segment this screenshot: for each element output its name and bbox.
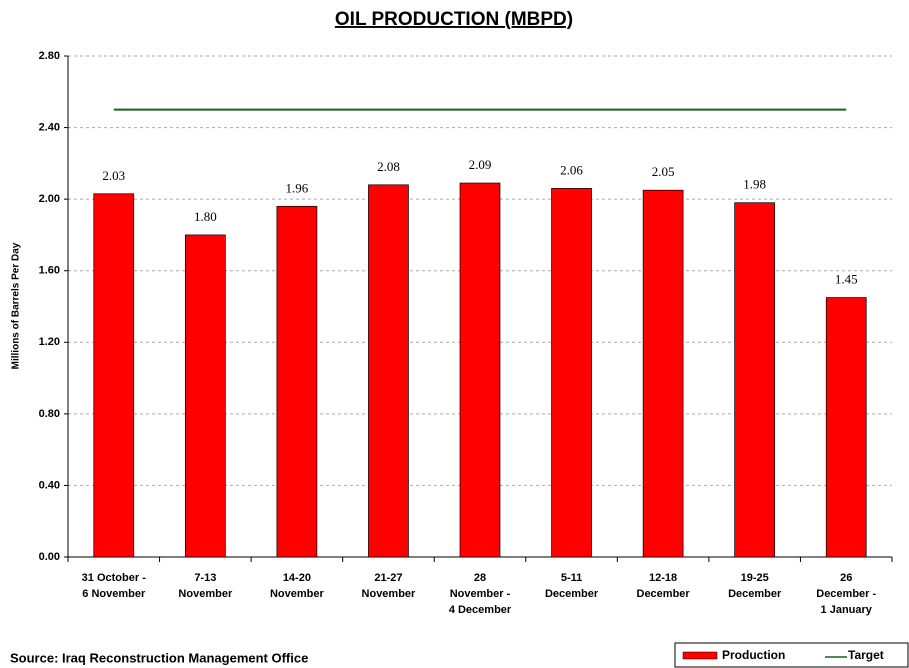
bar — [551, 188, 592, 558]
chart-title: OIL PRODUCTION (MBPD) — [335, 9, 573, 30]
y-tick-label: 1.20 — [39, 336, 60, 348]
bar — [93, 193, 135, 558]
data-label: 1.80 — [194, 209, 217, 224]
y-tick-label: 0.00 — [39, 551, 60, 563]
data-label: 2.08 — [377, 159, 400, 174]
x-tick-label: December — [728, 588, 782, 600]
x-tick-label: 1 January — [821, 604, 873, 616]
y-tick-label: 1.60 — [39, 265, 60, 277]
data-label: 2.05 — [652, 164, 675, 179]
y-tick-label: 0.40 — [39, 479, 60, 491]
bar — [184, 234, 226, 558]
data-label: 1.98 — [743, 177, 766, 192]
x-tick-label: 31 October - — [82, 572, 147, 584]
x-tick-label: 7-13 — [194, 572, 216, 584]
bar — [734, 202, 776, 558]
x-tick-label: 19-25 — [741, 572, 769, 584]
x-tick-label: 5-11 — [561, 572, 582, 584]
data-label: 2.06 — [560, 162, 583, 177]
x-tick-label: November — [270, 588, 325, 600]
legend-label: Production — [722, 648, 785, 662]
data-label: 1.96 — [286, 180, 309, 195]
y-tick-label: 2.40 — [39, 121, 60, 133]
x-tick-label: 14-20 — [283, 572, 311, 584]
x-tick-label: 6 November — [82, 588, 146, 600]
data-label: 2.03 — [102, 168, 125, 183]
y-tick-label: 2.80 — [39, 50, 60, 62]
bar — [825, 297, 867, 558]
x-tick-label: November — [178, 588, 233, 600]
legend-label: Target — [848, 648, 884, 662]
data-label: 2.09 — [469, 157, 492, 172]
x-tick-label: 26 — [840, 572, 852, 584]
x-tick-label: December — [637, 588, 691, 600]
y-axis-label: Millions of Barrels Per Day — [11, 242, 22, 369]
x-tick-label: December - — [816, 588, 876, 600]
x-tick-label: 21-27 — [374, 572, 402, 584]
x-tick-label: November - — [450, 588, 511, 600]
y-tick-label: 0.80 — [39, 408, 60, 420]
y-tick-label: 2.00 — [39, 193, 60, 205]
bar — [459, 182, 501, 558]
bar — [642, 189, 684, 558]
x-tick-label: 4 December — [449, 604, 512, 616]
x-tick-label: 12-18 — [649, 572, 677, 584]
data-label: 1.45 — [835, 272, 858, 287]
x-tick-label: 28 — [474, 572, 486, 584]
bar — [276, 205, 318, 558]
x-tick-label: November — [362, 588, 417, 600]
legend-swatch — [682, 651, 718, 660]
bar — [368, 184, 409, 558]
source: Source: Iraq Reconstruction Management O… — [10, 650, 308, 665]
x-tick-label: December — [545, 588, 599, 600]
